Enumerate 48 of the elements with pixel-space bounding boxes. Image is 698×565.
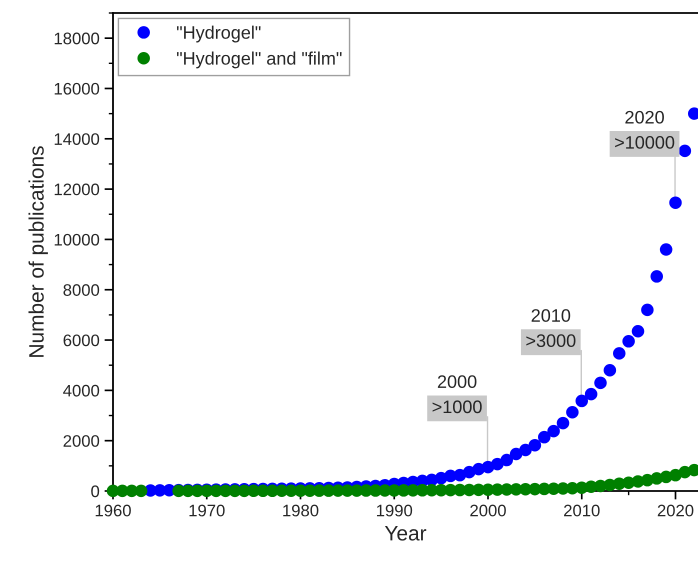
y-tick-label: 10000 <box>54 234 100 246</box>
legend-label: "Hydrogel" and "film" <box>176 52 342 68</box>
point <box>454 468 466 482</box>
x-axis-title: Year <box>384 526 426 541</box>
point <box>491 458 504 470</box>
point <box>678 144 692 158</box>
point <box>650 270 663 283</box>
point <box>660 243 672 256</box>
point <box>463 466 476 478</box>
y-tick-label: 8000 <box>63 284 100 296</box>
point <box>594 376 607 390</box>
point <box>566 406 579 419</box>
annotation: 2000 >1000 <box>432 375 482 414</box>
x-tick-label: 2000 <box>470 504 506 516</box>
y-tick-label: 6000 <box>64 334 100 346</box>
point <box>622 335 635 348</box>
y-tick-label: 0 <box>91 485 100 498</box>
point <box>613 347 626 360</box>
annotation: 2010 >3000 <box>526 309 576 348</box>
point <box>669 196 682 209</box>
point <box>500 454 513 466</box>
y-tick-label: 2000 <box>64 435 100 447</box>
point <box>632 324 644 338</box>
y-tick-label: 16000 <box>54 82 100 95</box>
y-axis-title: Number of publications <box>28 146 48 357</box>
point <box>604 364 616 376</box>
x-tick-label: 1980 <box>283 504 318 516</box>
point <box>134 484 148 498</box>
y-tick-label: 4000 <box>63 384 100 397</box>
point <box>576 394 588 408</box>
point <box>584 388 598 400</box>
x-tick-label: 1960 <box>96 504 131 516</box>
point <box>510 448 522 460</box>
y-tick-label: 14000 <box>54 133 100 145</box>
x-tick-label: 2020 <box>658 504 694 516</box>
point <box>538 430 550 444</box>
point <box>547 424 560 438</box>
x-tick-label: 1970 <box>189 504 225 516</box>
y-tick-label: 18000 <box>54 32 100 44</box>
x-tick-label: 1990 <box>376 504 412 516</box>
annotation: 2020 >10000 <box>615 110 674 149</box>
point <box>519 444 532 456</box>
legend-label: "Hydrogel" <box>176 26 261 42</box>
x-tick-label: 2010 <box>564 504 600 516</box>
point <box>641 304 654 316</box>
y-tick-label: 12000 <box>54 184 100 196</box>
point <box>528 438 542 452</box>
point <box>556 416 570 430</box>
